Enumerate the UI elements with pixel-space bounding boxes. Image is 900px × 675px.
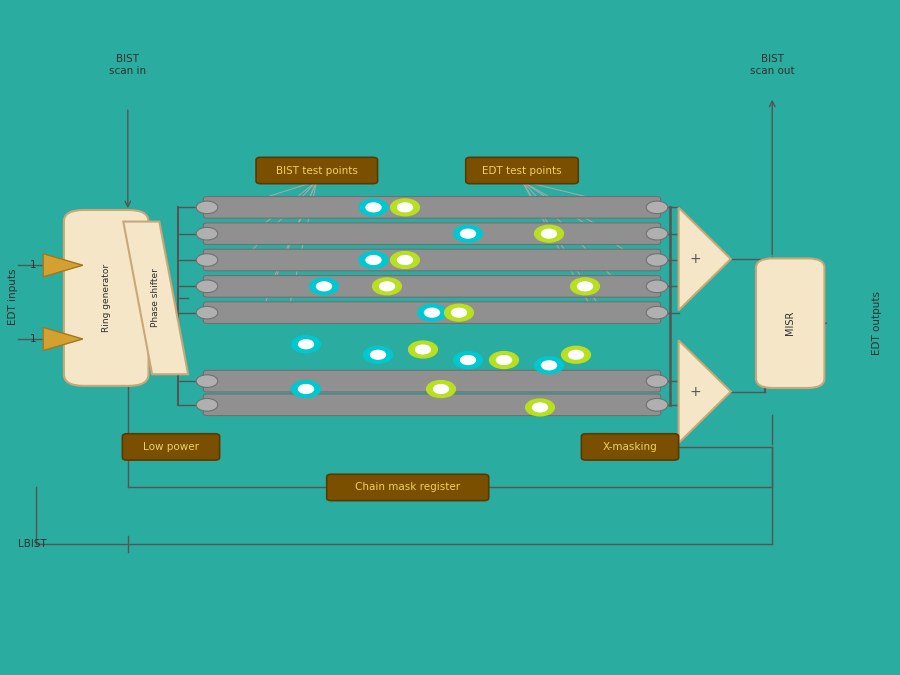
Circle shape bbox=[418, 304, 446, 321]
Circle shape bbox=[299, 340, 313, 348]
Circle shape bbox=[646, 375, 668, 387]
FancyBboxPatch shape bbox=[203, 275, 661, 297]
Text: +: + bbox=[690, 252, 701, 266]
Circle shape bbox=[646, 398, 668, 411]
Circle shape bbox=[562, 346, 590, 363]
FancyBboxPatch shape bbox=[203, 302, 661, 323]
Circle shape bbox=[310, 278, 338, 295]
Circle shape bbox=[454, 352, 482, 369]
Circle shape bbox=[196, 201, 218, 214]
Circle shape bbox=[569, 350, 583, 359]
Text: MISR: MISR bbox=[785, 311, 796, 335]
Polygon shape bbox=[123, 221, 188, 374]
Polygon shape bbox=[43, 327, 83, 350]
Circle shape bbox=[398, 256, 412, 265]
Circle shape bbox=[359, 252, 388, 269]
Text: BIST
scan in: BIST scan in bbox=[109, 54, 147, 76]
FancyBboxPatch shape bbox=[122, 434, 220, 460]
Circle shape bbox=[366, 256, 381, 265]
Circle shape bbox=[535, 357, 563, 374]
FancyBboxPatch shape bbox=[256, 157, 378, 184]
FancyBboxPatch shape bbox=[581, 434, 679, 460]
Polygon shape bbox=[679, 340, 731, 443]
Circle shape bbox=[454, 225, 482, 242]
Circle shape bbox=[196, 254, 218, 267]
Circle shape bbox=[445, 304, 473, 321]
Circle shape bbox=[371, 350, 385, 359]
Circle shape bbox=[409, 341, 437, 358]
Text: Chain mask register: Chain mask register bbox=[356, 483, 460, 493]
Circle shape bbox=[526, 399, 554, 416]
Circle shape bbox=[359, 199, 388, 216]
Text: EDT outputs: EDT outputs bbox=[872, 291, 883, 355]
Circle shape bbox=[490, 352, 518, 369]
Circle shape bbox=[646, 227, 668, 240]
Circle shape bbox=[646, 201, 668, 214]
Circle shape bbox=[196, 280, 218, 293]
FancyBboxPatch shape bbox=[327, 475, 489, 501]
Circle shape bbox=[196, 227, 218, 240]
Circle shape bbox=[646, 280, 668, 293]
Circle shape bbox=[391, 199, 419, 216]
Circle shape bbox=[398, 203, 412, 212]
FancyBboxPatch shape bbox=[203, 249, 661, 271]
Circle shape bbox=[380, 282, 394, 291]
Circle shape bbox=[434, 385, 448, 394]
Polygon shape bbox=[43, 254, 83, 277]
Text: Ring generator: Ring generator bbox=[102, 264, 111, 332]
Text: 1: 1 bbox=[30, 261, 36, 270]
Circle shape bbox=[533, 403, 547, 412]
Circle shape bbox=[461, 230, 475, 238]
Text: EDT test points: EDT test points bbox=[482, 165, 562, 176]
FancyBboxPatch shape bbox=[466, 157, 578, 184]
Text: LBIST: LBIST bbox=[18, 539, 47, 549]
Polygon shape bbox=[679, 208, 731, 310]
Circle shape bbox=[196, 398, 218, 411]
Circle shape bbox=[646, 306, 668, 319]
FancyBboxPatch shape bbox=[756, 259, 824, 388]
Circle shape bbox=[366, 203, 381, 212]
Circle shape bbox=[571, 278, 599, 295]
Circle shape bbox=[542, 230, 556, 238]
Circle shape bbox=[578, 282, 592, 291]
Circle shape bbox=[196, 306, 218, 319]
Text: BIST test points: BIST test points bbox=[276, 165, 357, 176]
Circle shape bbox=[497, 356, 511, 365]
Circle shape bbox=[391, 252, 419, 269]
Circle shape bbox=[299, 385, 313, 394]
Circle shape bbox=[542, 361, 556, 370]
Circle shape bbox=[452, 308, 466, 317]
FancyBboxPatch shape bbox=[203, 394, 661, 416]
Circle shape bbox=[427, 381, 455, 398]
Text: BIST
scan out: BIST scan out bbox=[750, 54, 795, 76]
Circle shape bbox=[416, 345, 430, 354]
Circle shape bbox=[646, 254, 668, 267]
Circle shape bbox=[292, 336, 320, 352]
Circle shape bbox=[373, 278, 401, 295]
FancyBboxPatch shape bbox=[203, 223, 661, 244]
Circle shape bbox=[317, 282, 331, 291]
Circle shape bbox=[535, 225, 563, 242]
Circle shape bbox=[196, 375, 218, 387]
FancyBboxPatch shape bbox=[203, 196, 661, 218]
Text: Phase shifter: Phase shifter bbox=[151, 269, 160, 327]
FancyBboxPatch shape bbox=[203, 371, 661, 392]
Text: X-masking: X-masking bbox=[603, 442, 657, 452]
Text: Low power: Low power bbox=[143, 442, 199, 452]
Text: +: + bbox=[690, 385, 701, 399]
Text: 1: 1 bbox=[30, 334, 36, 344]
Circle shape bbox=[461, 356, 475, 365]
FancyBboxPatch shape bbox=[64, 210, 148, 386]
Circle shape bbox=[292, 381, 320, 398]
Circle shape bbox=[364, 346, 392, 363]
Circle shape bbox=[425, 308, 439, 317]
Text: EDT inputs: EDT inputs bbox=[7, 269, 18, 325]
